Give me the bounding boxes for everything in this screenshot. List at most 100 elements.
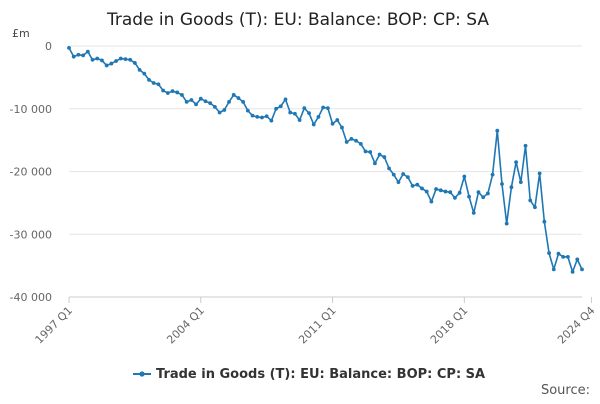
data-point[interactable] [495,128,500,133]
data-point[interactable] [533,205,537,210]
data-point[interactable] [156,82,161,87]
data-point[interactable] [358,141,363,146]
data-point[interactable] [76,52,81,57]
data-point[interactable] [123,57,128,62]
data-point[interactable] [570,270,575,274]
data-point[interactable] [118,56,123,61]
data-point[interactable] [213,104,217,109]
data-point[interactable] [457,190,462,195]
data-point[interactable] [198,96,203,101]
data-point[interactable] [175,90,180,95]
data-point[interactable] [227,99,231,104]
data-point[interactable] [264,114,269,119]
data-point[interactable] [377,152,382,157]
data-point[interactable] [307,111,311,116]
data-point[interactable] [405,175,410,180]
data-point[interactable] [354,138,358,143]
data-point[interactable] [523,143,528,148]
data-point[interactable] [424,189,429,194]
data-point[interactable] [438,188,443,193]
data-point[interactable] [448,190,453,195]
data-point[interactable] [481,195,486,200]
data-point[interactable] [335,118,340,122]
data-point[interactable] [109,61,114,66]
data-point[interactable] [349,136,354,141]
data-point[interactable] [184,99,189,104]
data-point[interactable] [401,172,406,176]
data-point[interactable] [368,150,373,154]
data-point[interactable] [132,61,137,65]
data-point[interactable] [269,118,274,123]
data-point[interactable] [325,106,330,111]
data-point[interactable] [547,251,551,255]
data-point[interactable] [537,171,542,176]
data-point[interactable] [518,180,523,185]
data-point[interactable] [260,115,264,120]
data-point[interactable] [100,58,104,63]
data-point[interactable] [311,122,316,127]
data-point[interactable] [71,54,76,59]
data-point[interactable] [250,113,255,118]
data-point[interactable] [443,189,448,194]
data-point[interactable] [297,118,302,122]
data-point[interactable] [561,254,566,259]
data-point[interactable] [278,104,283,109]
data-point[interactable] [189,98,194,102]
data-point[interactable] [410,184,415,188]
data-point[interactable] [462,174,467,179]
data-point[interactable] [241,99,246,104]
data-point[interactable] [203,99,208,104]
data-point[interactable] [90,57,95,62]
data-point[interactable] [330,121,335,126]
data-point[interactable] [165,91,170,95]
data-point[interactable] [528,198,533,203]
data-point[interactable] [500,182,504,186]
data-point[interactable] [471,211,476,215]
data-point[interactable] [396,180,401,185]
data-point[interactable] [387,166,391,171]
data-point[interactable] [283,97,288,102]
data-point[interactable] [194,102,198,107]
data-point[interactable] [504,221,509,226]
data-point[interactable] [363,149,368,154]
data-point[interactable] [514,160,519,164]
data-point[interactable] [114,59,118,63]
data-point[interactable] [161,88,166,93]
data-point[interactable] [104,63,109,68]
data-point[interactable] [222,108,227,112]
data-point[interactable] [236,96,241,100]
data-point[interactable] [208,101,213,105]
data-point[interactable] [128,57,133,62]
data-point[interactable] [467,194,471,199]
data-point[interactable] [476,190,481,195]
data-point[interactable] [551,267,556,272]
data-point[interactable] [391,172,396,177]
data-point[interactable] [85,49,90,54]
data-point[interactable] [485,191,490,196]
data-point[interactable] [231,93,236,97]
legend[interactable]: Trade in Goods (T): EU: Balance: BOP: CP… [133,367,485,382]
data-point[interactable] [580,267,584,272]
data-point[interactable] [180,93,184,97]
data-point[interactable] [170,89,175,94]
data-point[interactable] [81,53,86,58]
data-point[interactable] [429,199,434,204]
data-point[interactable] [509,185,514,190]
data-point[interactable] [293,111,297,116]
data-point[interactable] [217,110,222,115]
data-point[interactable] [321,105,326,110]
data-point[interactable] [151,81,156,85]
data-point[interactable] [95,56,100,61]
data-point[interactable] [542,219,547,224]
data-point[interactable] [147,77,151,82]
data-point[interactable] [382,155,387,159]
data-point[interactable] [373,161,377,166]
data-point[interactable] [302,106,307,111]
data-point[interactable] [490,172,495,177]
data-point[interactable] [255,115,260,119]
data-point[interactable] [245,108,250,113]
data-point[interactable] [556,251,561,256]
data-point[interactable] [67,45,71,50]
data-point[interactable] [453,195,457,200]
data-point[interactable] [575,257,580,262]
